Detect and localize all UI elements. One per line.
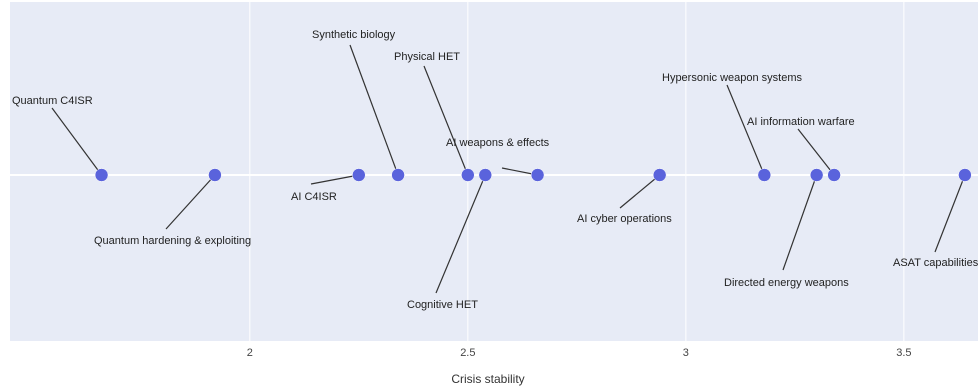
x-tick-label: 3.5 — [896, 347, 911, 359]
data-point — [652, 168, 667, 182]
point-label: AI cyber operations — [577, 213, 672, 225]
x-tick-label: 2 — [247, 347, 253, 359]
data-point — [461, 168, 475, 182]
leader-lines — [51, 44, 966, 294]
data-point — [809, 168, 824, 182]
x-tick-label: 2.5 — [460, 347, 475, 359]
leader-line — [619, 174, 661, 209]
data-point — [208, 168, 222, 182]
data-point — [478, 168, 493, 182]
leader-line — [435, 174, 486, 294]
leader-line — [797, 128, 835, 176]
leader-line — [726, 84, 765, 176]
data-point — [958, 168, 972, 182]
leader-line — [423, 65, 469, 176]
leader-line — [349, 44, 399, 176]
data-point — [530, 168, 545, 182]
point-label: ASAT capabilities — [893, 257, 978, 269]
point-label: AI weapons & effects — [446, 137, 550, 149]
x-axis-title: Crisis stability — [451, 372, 524, 386]
leader-line — [782, 174, 818, 271]
point-label: Hypersonic weapon systems — [662, 72, 803, 84]
x-tick-label: 3 — [683, 347, 689, 359]
point-label: AI C4ISR — [291, 191, 337, 203]
data-point — [352, 168, 366, 182]
data-point — [827, 168, 841, 182]
x-tick-labels: 2 2.5 3 3.5 — [247, 347, 912, 359]
data-point — [757, 168, 772, 182]
point-label: Cognitive HET — [407, 299, 478, 311]
leader-line — [51, 107, 103, 176]
markers — [94, 168, 972, 182]
point-label: Synthetic biology — [312, 29, 396, 41]
data-point — [94, 168, 109, 182]
leader-line — [934, 174, 966, 253]
leader-line — [310, 174, 359, 185]
point-label: AI information warfare — [747, 116, 855, 128]
point-label: Physical HET — [394, 51, 460, 63]
point-labels: Quantum C4ISR Quantum hardening & exploit… — [12, 29, 978, 311]
point-label: Quantum C4ISR — [12, 95, 93, 107]
data-point — [391, 168, 405, 182]
point-label: Directed energy weapons — [724, 277, 849, 289]
leader-line — [165, 174, 216, 230]
point-label: Quantum hardening & exploiting — [94, 235, 251, 247]
